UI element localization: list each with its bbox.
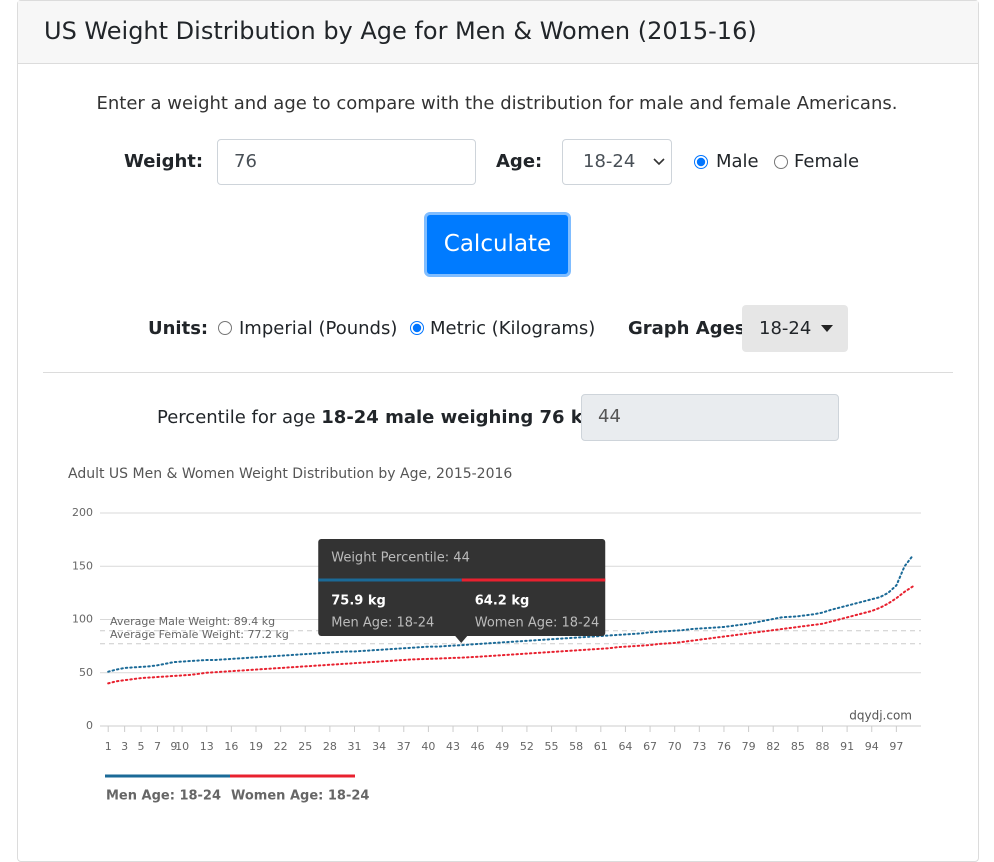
tooltip-value: 64.2 kg [475, 594, 530, 609]
x-tick-label: 85 [791, 740, 805, 753]
x-tick-label: 94 [865, 740, 879, 753]
page: {"header": {"title": "US Weight Distribu… [17, 0, 979, 862]
page-title: US Weight Distribution by Age for Men & … [44, 17, 757, 45]
y-tick-label: 50 [79, 666, 93, 679]
series-line [107, 585, 914, 685]
y-tick-label: 100 [72, 613, 93, 626]
graph-ages-dropdown[interactable]: 18-24 [742, 305, 848, 352]
radio-imperial[interactable] [218, 321, 232, 335]
result-bold: 18-24 male weighing 76 kg [321, 407, 596, 428]
x-tick-label: 64 [618, 740, 632, 753]
x-tick-label: 61 [594, 740, 608, 753]
reference-label: Average Female Weight: 77.2 kg [110, 628, 289, 641]
x-tick-label: 7 [154, 740, 161, 753]
x-tick-label: 16 [224, 740, 238, 753]
weight-input[interactable]: 76 [217, 139, 476, 185]
graph-ages-label: Graph Ages: [628, 318, 753, 339]
x-tick-label: 31 [348, 740, 362, 753]
radio-metric[interactable] [410, 321, 424, 335]
tooltip-series: Men Age: 18-24 [331, 616, 434, 631]
x-tick-label: 58 [569, 740, 583, 753]
radio-label: Metric (Kilograms) [430, 318, 596, 339]
result-text: Percentile for age 18-24 male weighing 7… [157, 407, 602, 428]
x-tick-label: 9 [170, 740, 177, 753]
graph-ages-value: 18-24 [759, 318, 812, 339]
tooltip: Weight Percentile: 44 75.9 kg Men Age: 18-… [318, 539, 606, 643]
x-tick-label: 82 [766, 740, 780, 753]
x-tick-label: 22 [274, 740, 288, 753]
x-tick-label: 3 [121, 740, 128, 753]
legend-label: Men Age: 18-24 [106, 789, 221, 804]
radio-female[interactable] [774, 155, 788, 169]
tooltip-arrow [455, 636, 468, 643]
x-tick-label: 70 [668, 740, 682, 753]
y-tick-label: 0 [86, 719, 93, 732]
legend-label: Women Age: 18-24 [231, 789, 369, 804]
x-tick-label: 28 [323, 740, 337, 753]
tooltip-value: 75.9 kg [331, 594, 386, 609]
result-prefix: Percentile for age [157, 407, 316, 428]
chevron [653, 158, 665, 166]
age-value: 18-24 [583, 151, 636, 172]
x-tick-label: 49 [495, 740, 509, 753]
x-tick-label: 37 [397, 740, 411, 753]
x-tick-label: 76 [717, 740, 731, 753]
y-tick-label: 200 [72, 506, 93, 519]
watermark: dqydj.com [849, 709, 912, 723]
radio-label: Female [794, 151, 860, 172]
weight-label: Weight: [124, 151, 204, 172]
age-select[interactable]: 18-24 [562, 139, 672, 185]
divider [43, 372, 953, 373]
chart-title: Adult US Men & Women Weight Distribution… [68, 466, 512, 482]
x-tick-label: 10 [175, 740, 189, 753]
x-tick-label: 40 [421, 740, 435, 753]
x-tick-label: 55 [545, 740, 559, 753]
x-tick-label: 67 [643, 740, 657, 753]
x-tick-label: 79 [742, 740, 756, 753]
radio-label: Male [716, 151, 759, 172]
x-tick-label: 46 [471, 740, 485, 753]
x-tick-label: 25 [298, 740, 312, 753]
caret [821, 325, 833, 332]
result-value: 44 [581, 394, 839, 441]
x-tick-label: 13 [200, 740, 214, 753]
tooltip-title: Weight Percentile: 44 [331, 551, 470, 566]
y-tick-label: 150 [72, 559, 93, 572]
x-tick-label: 88 [815, 740, 829, 753]
age-label: Age: [496, 151, 543, 172]
tooltip-series: Women Age: 18-24 [475, 616, 600, 631]
radio-label: Imperial (Pounds) [239, 318, 398, 339]
x-tick-label: 73 [692, 740, 706, 753]
series-line [107, 554, 914, 673]
x-tick-label: 1 [105, 740, 112, 753]
reference-label: Average Male Weight: 89.4 kg [110, 615, 275, 628]
x-tick-label: 97 [889, 740, 903, 753]
x-tick-label: 34 [372, 740, 386, 753]
chart: Adult US Men & Women Weight Distribution… [68, 466, 921, 804]
x-tick-label: 43 [446, 740, 460, 753]
x-tick-label: 19 [249, 740, 263, 753]
tooltip-box [318, 539, 606, 636]
card-header: US Weight Distribution by Age for Men & … [18, 1, 978, 64]
x-tick-label: 5 [138, 740, 145, 753]
x-tick-label: 91 [840, 740, 854, 753]
units-label: Units: [148, 318, 209, 339]
radio-male[interactable] [694, 155, 708, 169]
intro: Enter a weight and age to compare with t… [96, 93, 898, 114]
calculate-button[interactable]: Calculate [424, 212, 571, 277]
x-tick-label: 52 [520, 740, 534, 753]
